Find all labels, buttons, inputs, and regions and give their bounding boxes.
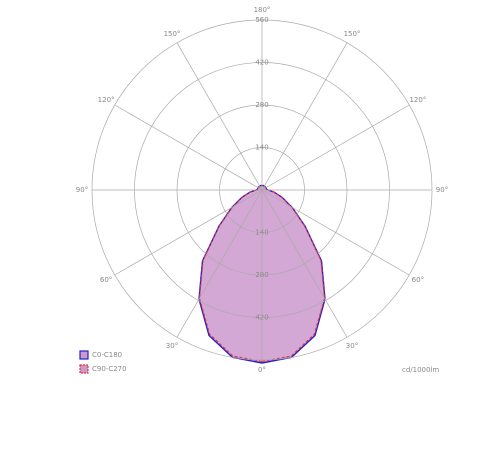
angle-label: 120°: [98, 96, 115, 104]
spoke: [176, 189, 263, 338]
legend-label: C0-C180: [92, 351, 122, 359]
angle-label: 90°: [76, 186, 88, 194]
angle-label: 0°: [258, 366, 266, 374]
angle-label: 30°: [166, 342, 178, 350]
angle-label: 150°: [344, 30, 361, 38]
legend-label: C90-C270: [92, 365, 127, 373]
spoke: [261, 189, 410, 276]
angle-label: 30°: [346, 342, 358, 350]
legend-swatch: [79, 350, 89, 360]
spoke: [261, 189, 348, 338]
angle-label: 180°: [254, 6, 271, 14]
angle-label: 60°: [412, 276, 424, 284]
unit-label: cd/1000lm: [402, 366, 439, 374]
legend-swatch: [79, 364, 89, 374]
spoke: [114, 189, 263, 276]
spoke: [114, 104, 263, 191]
angle-label: 120°: [409, 96, 426, 104]
angle-label: 150°: [164, 30, 181, 38]
spoke: [261, 104, 410, 191]
spoke: [176, 42, 263, 191]
spoke: [261, 42, 348, 191]
angle-label: 60°: [100, 276, 112, 284]
angle-label: 90°: [436, 186, 448, 194]
